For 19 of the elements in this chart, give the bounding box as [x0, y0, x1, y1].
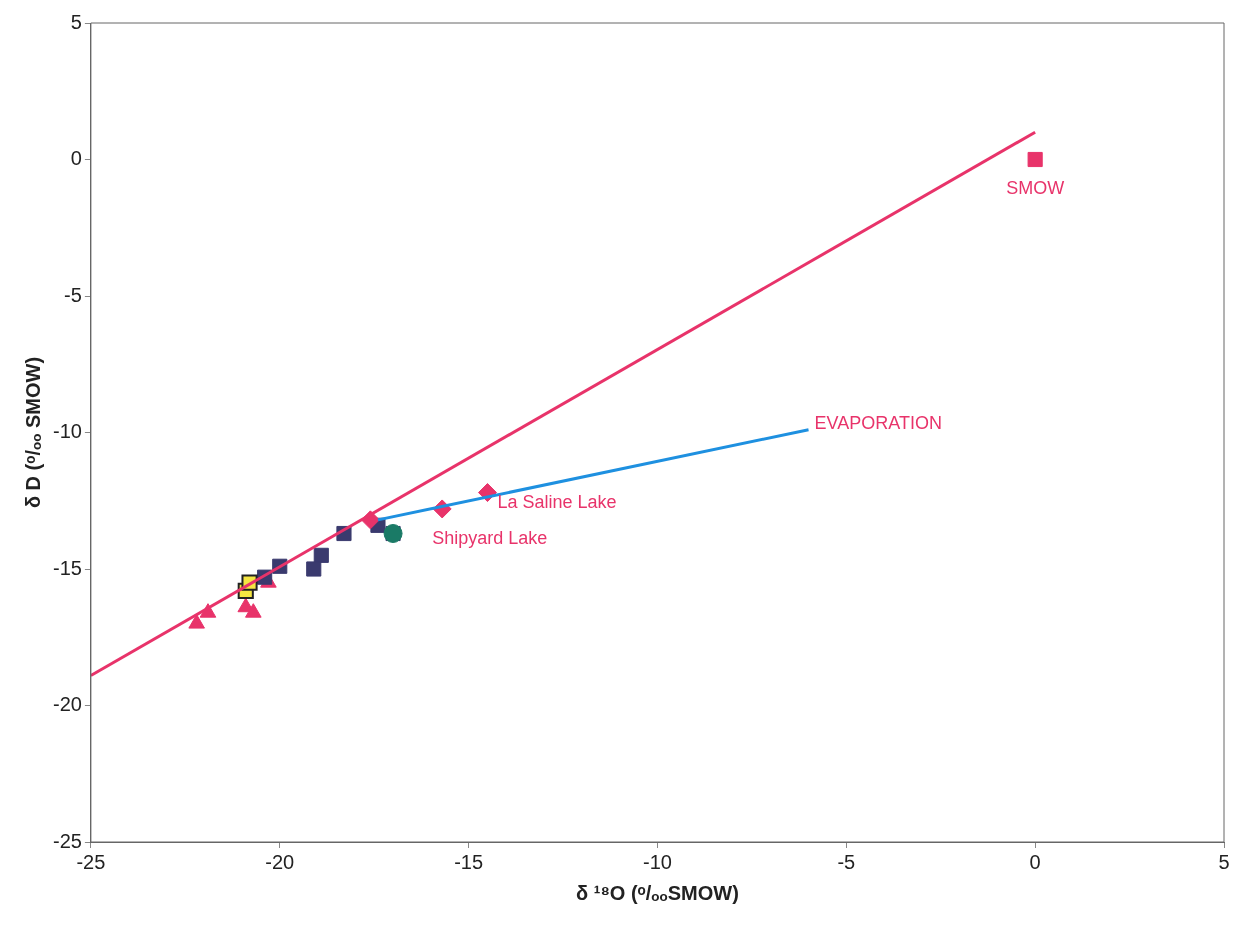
annotation: SMOW: [1006, 178, 1065, 199]
y-tick-label: -5: [64, 283, 82, 306]
x-tick-label: 0: [1029, 850, 1041, 873]
x-tick-label: -10: [643, 850, 672, 873]
y-tick-label: -10: [53, 420, 82, 443]
annotation: Shipyard Lake: [432, 527, 548, 548]
y-tick-label: -25: [53, 829, 82, 852]
y-tick-label: -20: [53, 693, 82, 716]
y-axis-title: δ D (ᵒ/ₒₒ SMOW): [21, 356, 44, 509]
x-tick-label: -20: [265, 850, 295, 873]
y-tick-label: -15: [53, 556, 82, 579]
x-tick-label: 5: [1218, 850, 1230, 873]
x-tick-label: -5: [837, 850, 856, 873]
x-tick-label: -15: [454, 850, 484, 873]
y-tick-label: 5: [70, 10, 82, 33]
annotation: EVAPORATION: [814, 412, 942, 433]
annotation: La Saline Lake: [497, 491, 617, 512]
x-axis-title: δ ¹⁸O (ᵒ/ₒₒSMOW): [576, 881, 739, 904]
y-tick-label: 0: [70, 147, 82, 170]
